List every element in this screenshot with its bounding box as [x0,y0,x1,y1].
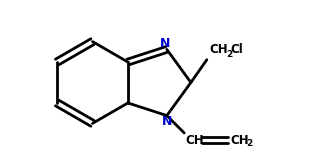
Text: CH: CH [210,43,228,56]
Text: N: N [162,115,172,128]
Text: 2: 2 [246,139,253,148]
Text: CH: CH [230,134,249,147]
Text: 2: 2 [226,50,232,59]
Text: Cl: Cl [231,43,243,56]
Text: CH: CH [186,134,204,147]
Text: N: N [160,37,170,50]
